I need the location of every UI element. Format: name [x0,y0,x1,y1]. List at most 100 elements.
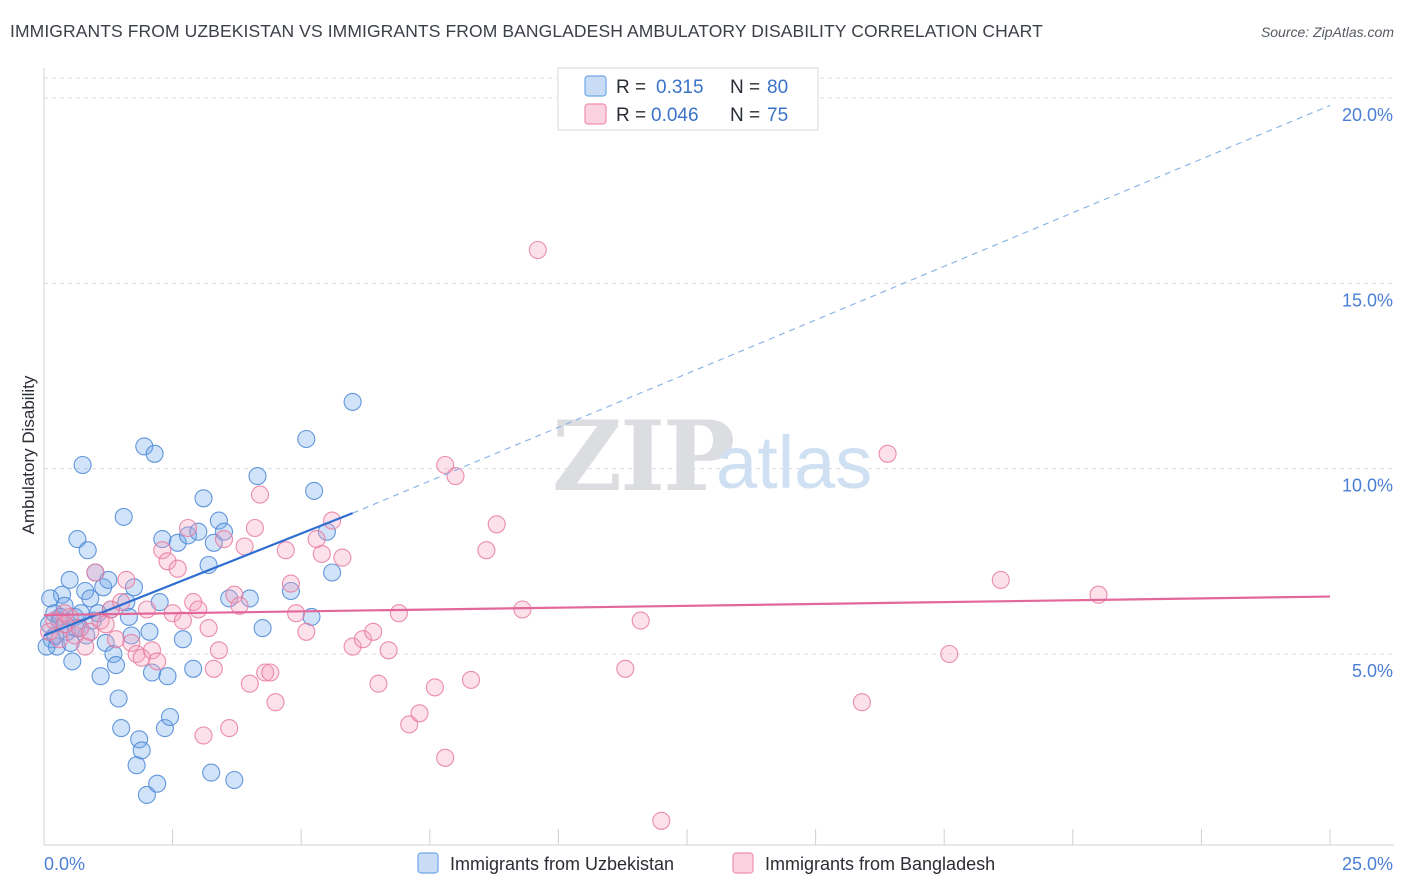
point-uzbekistan [112,719,131,738]
trend-line-uzbekistan-projection [352,104,1331,514]
bottom-legend: Immigrants from Uzbekistan Immigrants fr… [417,852,995,874]
point-uzbekistan [323,563,342,582]
point-uzbekistan [137,785,156,804]
point-bangladesh [297,622,316,641]
point-bangladesh [487,515,506,534]
point-uzbekistan [130,730,149,749]
point-bangladesh [991,570,1010,589]
point-bangladesh [364,622,383,641]
point-bangladesh [142,641,162,660]
point-bangladesh [199,619,218,638]
point-uzbekistan [81,589,100,608]
legend-label-uzbekistan: Immigrants from Uzbekistan [450,854,674,874]
point-uzbekistan [240,589,259,608]
point-bangladesh [194,726,213,745]
stats-r-label-uzbekistan: R = [616,77,646,98]
point-bangladesh [86,563,105,582]
point-uzbekistan [73,455,92,475]
point-bangladesh [436,748,455,767]
point-bangladesh [55,604,74,623]
x-tick-label: 25.0% [1342,854,1393,874]
point-bangladesh [189,600,208,619]
point-bangladesh [528,240,547,260]
stats-n-value-bangladesh: 75 [767,105,788,126]
point-bangladesh [389,604,408,623]
point-bangladesh [436,455,455,475]
stats-r-value-uzbekistan: 0.315 [656,77,704,98]
point-bangladesh [461,670,481,689]
point-uzbekistan [297,429,316,449]
point-bangladesh [45,611,64,630]
point-bangladesh [312,544,331,563]
point-bangladesh [178,518,198,538]
legend-swatch-bangladesh [732,852,754,874]
point-uzbekistan [78,541,97,560]
legend-label-bangladesh: Immigrants from Bangladesh [765,854,995,874]
point-uzbekistan [124,578,144,597]
x-tick-label: 0.0% [44,854,85,874]
point-uzbekistan [41,589,60,608]
point-uzbekistan [155,719,174,738]
stats-r-value-bangladesh: 0.046 [651,105,699,126]
point-bangladesh [245,518,264,538]
point-uzbekistan [114,507,133,526]
point-bangladesh [132,648,151,667]
y-axis-label: Ambulatory Disability [19,375,38,534]
watermark: ZIP atlas [552,400,872,513]
point-bangladesh [266,693,285,712]
point-uzbekistan [168,533,187,552]
point-uzbekistan [343,392,362,411]
point-uzbekistan [209,511,228,530]
point-uzbekistan [68,530,87,549]
point-uzbekistan [281,581,300,601]
watermark-atlas: atlas [716,421,872,504]
point-bangladesh [117,570,136,589]
point-bangladesh [287,604,306,623]
point-uzbekistan [225,770,244,790]
axes [43,68,1394,846]
stats-n-label-uzbekistan: N = [730,77,760,98]
point-uzbekistan [140,622,159,641]
point-uzbekistan [60,570,79,589]
point-bangladesh [225,585,244,604]
point-uzbekistan [202,763,221,782]
point-uzbekistan [145,444,164,463]
point-uzbekistan [173,630,192,649]
point-bangladesh [209,641,228,660]
chart-title: IMMIGRANTS FROM UZBEKISTAN VS IMMIGRANTS… [10,21,1043,41]
point-uzbekistan [158,667,177,686]
point-bangladesh [81,622,100,641]
point-bangladesh [353,630,372,649]
grid-lines [44,77,1394,655]
point-bangladesh [250,485,270,504]
point-uzbekistan [135,437,154,456]
point-bangladesh [137,600,156,619]
point-uzbekistan [91,667,110,686]
point-bangladesh [276,541,295,560]
point-bangladesh [148,652,167,671]
point-bangladesh [852,693,871,712]
point-bangladesh [477,541,496,560]
point-bangladesh [281,574,300,593]
point-uzbekistan [119,607,138,626]
y-tick-label: 5.0% [1352,661,1393,681]
point-bangladesh [333,548,352,567]
point-bangladesh [153,541,172,560]
point-uzbekistan [132,741,151,760]
stats-legend: R = 0.315 N = 80 R = 0.046 N = 75 [557,67,819,131]
point-bangladesh [204,659,223,678]
point-bangladesh [240,674,259,693]
point-bangladesh [220,719,239,738]
point-bangladesh [446,467,465,486]
point-uzbekistan [189,522,208,541]
point-bangladesh [400,715,419,734]
stats-r-label-bangladesh: R = [616,105,646,126]
point-bangladesh [173,611,192,630]
point-bangladesh [214,530,234,549]
y-tick-label: 20.0% [1342,105,1393,125]
watermark-zip: ZIP [552,400,733,513]
legend-swatch-uzbekistan [417,852,439,874]
point-uzbekistan [104,644,123,664]
point-uzbekistan [253,619,272,638]
point-uzbekistan [106,656,126,675]
